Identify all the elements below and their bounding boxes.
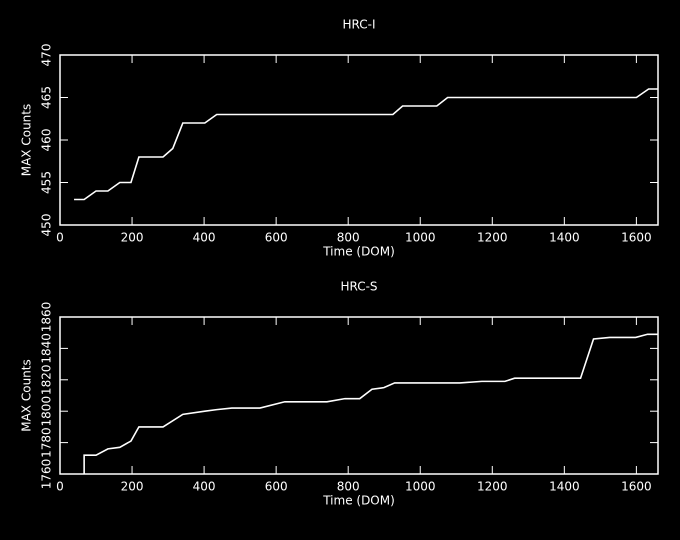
x-axis-label: Time (DOM): [322, 494, 395, 508]
y-tick-label: 455: [40, 171, 54, 194]
x-tick-label: 400: [193, 480, 216, 494]
x-tick-label: 0: [56, 231, 64, 245]
y-tick-label: 1800: [40, 396, 54, 427]
y-tick-label: 1820: [40, 365, 54, 396]
x-tick-label: 600: [265, 480, 288, 494]
x-tick-label: 1600: [621, 480, 652, 494]
x-tick-label: 1000: [405, 480, 436, 494]
y-tick-label: 460: [40, 129, 54, 152]
x-tick-label: 400: [193, 231, 216, 245]
y-axis-label: MAX Counts: [20, 359, 34, 432]
y-tick-label: 450: [40, 214, 54, 237]
x-tick-label: 800: [337, 480, 360, 494]
x-tick-label: 1000: [405, 231, 436, 245]
y-axis-label: MAX Counts: [20, 104, 34, 177]
y-tick-label: 1860: [40, 302, 54, 333]
data-line: [74, 88, 658, 201]
y-tick-label: 1760: [40, 459, 54, 490]
x-tick-label: 1600: [621, 231, 652, 245]
chart-title: HRC-S: [340, 280, 377, 294]
y-tick-label: 470: [40, 44, 54, 67]
x-tick-label: 1400: [549, 480, 580, 494]
x-tick-label: 200: [121, 480, 144, 494]
y-tick-label: 1840: [40, 333, 54, 364]
plot-frame: [59, 54, 659, 226]
y-tick-label: 1780: [40, 427, 54, 458]
chart-title: HRC-I: [342, 18, 375, 32]
data-line: [83, 333, 658, 474]
x-tick-label: 1200: [477, 480, 508, 494]
plot-frame: [59, 316, 659, 475]
x-axis-label: Time (DOM): [322, 245, 395, 259]
x-tick-label: 1400: [549, 231, 580, 245]
x-tick-label: 1200: [477, 231, 508, 245]
x-tick-label: 800: [337, 231, 360, 245]
y-tick-label: 465: [40, 86, 54, 109]
x-tick-label: 200: [121, 231, 144, 245]
x-tick-label: 0: [56, 480, 64, 494]
x-tick-label: 600: [265, 231, 288, 245]
